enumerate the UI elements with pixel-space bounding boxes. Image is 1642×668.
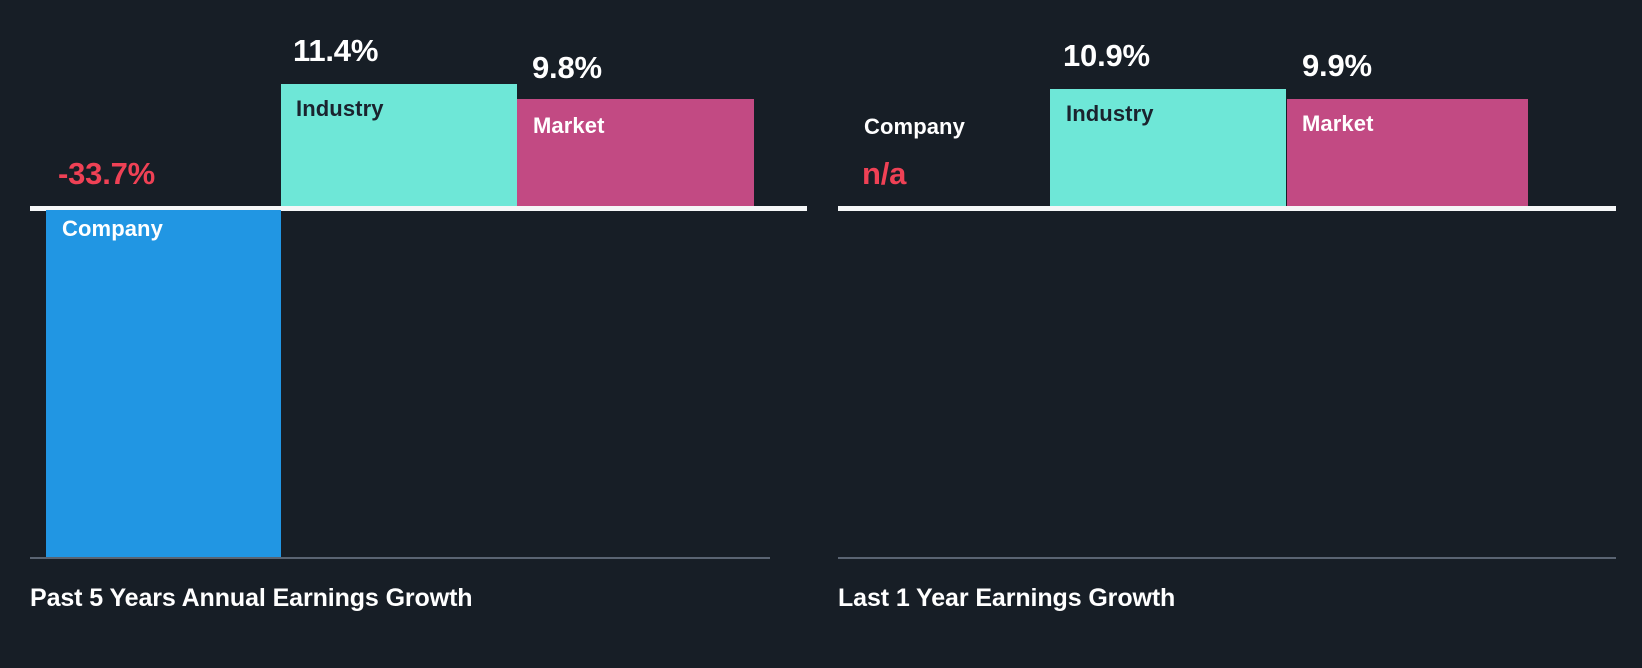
bar-label-company-past5: Company xyxy=(62,216,163,241)
bar-market-past5[interactable] xyxy=(517,99,754,206)
panel-caption-past-5-years: Past 5 Years Annual Earnings Growth xyxy=(30,584,473,612)
value-label-company-last1: n/a xyxy=(862,156,907,191)
baseline-right xyxy=(838,557,1616,559)
bar-company-past5[interactable] xyxy=(46,210,281,557)
panel-caption-last-1-year: Last 1 Year Earnings Growth xyxy=(838,584,1176,612)
bar-label-industry-past5: Industry xyxy=(296,96,384,121)
bar-label-industry-last1: Industry xyxy=(1066,101,1154,126)
bar-market-last1[interactable] xyxy=(1287,99,1528,206)
value-label-industry-last1: 10.9% xyxy=(1063,38,1150,73)
bar-industry-last1[interactable] xyxy=(1050,89,1286,206)
value-label-industry-past5: 11.4% xyxy=(293,33,379,68)
panel-last-1-year: Company n/a Industry 10.9% Market 9.9% L… xyxy=(832,0,1642,668)
panel-past-5-years: Company -33.7% Industry 11.4% Market 9.8… xyxy=(0,0,810,668)
zero-axis-line-right xyxy=(838,206,1616,211)
bar-industry-past5[interactable] xyxy=(281,84,517,206)
bar-label-market-past5: Market xyxy=(533,113,605,138)
baseline-left xyxy=(30,557,770,559)
zero-axis-line-left xyxy=(30,206,807,211)
bar-label-market-last1: Market xyxy=(1302,111,1374,136)
value-label-market-past5: 9.8% xyxy=(532,50,602,85)
value-label-market-last1: 9.9% xyxy=(1302,48,1372,83)
value-label-company-past5: -33.7% xyxy=(58,156,156,191)
bar-label-company-last1: Company xyxy=(864,114,965,139)
